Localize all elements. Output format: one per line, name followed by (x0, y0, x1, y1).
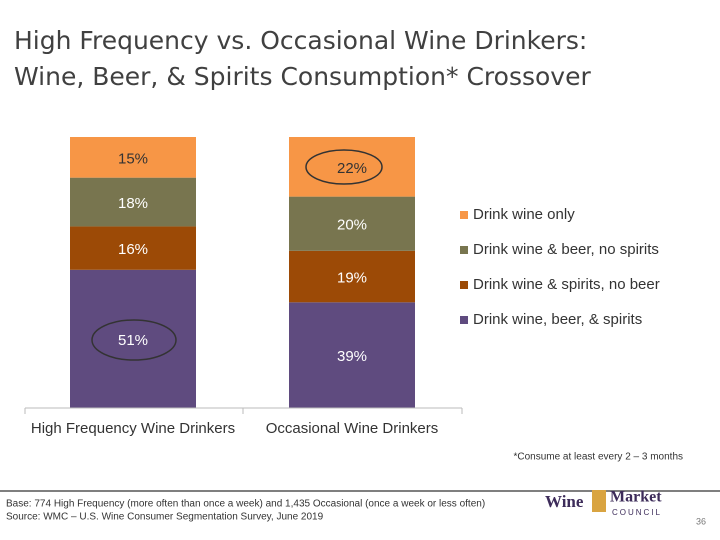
logo-glass (592, 490, 606, 512)
title-line: High Frequency vs. Occasional Wine Drink… (14, 26, 587, 55)
logo-word: COUNCIL (612, 508, 662, 517)
data-label: 19% (337, 270, 367, 287)
bar-segment (70, 226, 196, 270)
legend-swatch (460, 211, 468, 219)
footnote: *Consume at least every 2 – 3 months (513, 452, 683, 463)
logo-word: Market (610, 489, 662, 506)
legend-label: Drink wine, beer, & spirits (473, 311, 642, 328)
legend-label: Drink wine & spirits, no beer (473, 276, 660, 293)
bar-segment (289, 196, 415, 251)
source-line: Source: WMC – U.S. Wine Consumer Segment… (6, 512, 324, 523)
data-label: 18% (118, 195, 148, 212)
data-label: 39% (337, 348, 367, 365)
page-number: 36 (696, 516, 706, 526)
data-label: 15% (118, 150, 148, 167)
bar-segment (70, 177, 196, 227)
data-label: 20% (337, 217, 367, 234)
bar-segment (289, 302, 415, 408)
data-label: 16% (118, 241, 148, 258)
bar-segment (289, 137, 415, 197)
highlight-circle (305, 149, 383, 185)
legend-swatch (460, 316, 468, 324)
bar-segment (70, 269, 196, 408)
source-line: Base: 774 High Frequency (more often tha… (6, 499, 485, 510)
legend-label: Drink wine only (473, 206, 575, 223)
logo-word: Wine (545, 492, 584, 511)
x-tick-label: Occasional Wine Drinkers (266, 420, 439, 437)
legend-label: Drink wine & beer, no spirits (473, 241, 659, 258)
legend-swatch (460, 246, 468, 254)
legend-swatch (460, 281, 468, 289)
x-tick-label: High Frequency Wine Drinkers (31, 420, 235, 437)
title-line: Wine, Beer, & Spirits Consumption* Cross… (14, 62, 591, 91)
bar-segment (289, 250, 415, 303)
bar-segment (70, 137, 196, 178)
data-label: 51% (118, 332, 148, 349)
data-label: 22% (337, 160, 367, 177)
highlight-circle (91, 319, 177, 361)
